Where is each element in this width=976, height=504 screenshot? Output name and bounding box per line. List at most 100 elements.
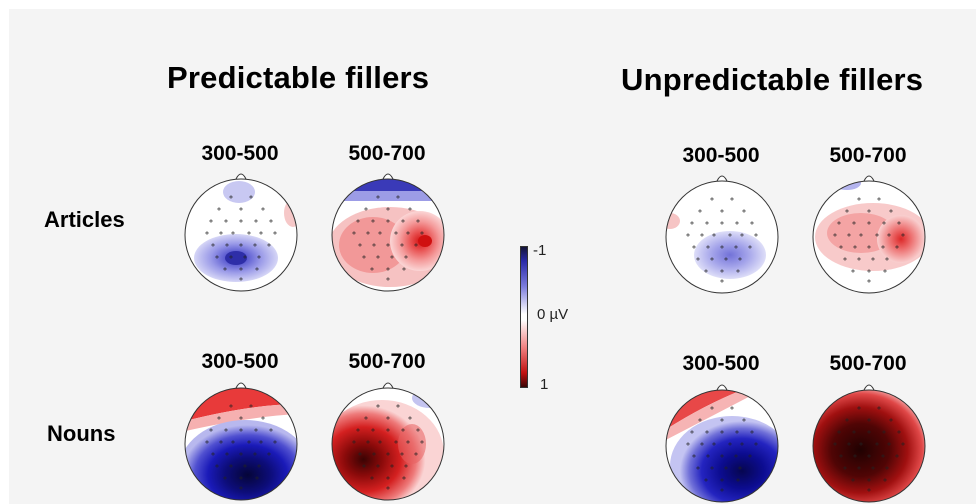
electrode-marker bbox=[852, 221, 856, 225]
electrode-marker bbox=[698, 209, 702, 213]
electrode-marker bbox=[378, 231, 382, 235]
electrode-marker bbox=[720, 478, 724, 482]
electrode-marker bbox=[273, 440, 277, 444]
electrode-marker bbox=[686, 233, 690, 237]
electrode-marker bbox=[406, 440, 410, 444]
electrode-marker bbox=[247, 231, 251, 235]
electrode-marker bbox=[223, 267, 227, 271]
electrode-marker bbox=[239, 452, 243, 456]
electrode-marker bbox=[215, 255, 219, 259]
col-label-unpred-articles-late: 500-700 bbox=[829, 144, 907, 167]
electrode-marker bbox=[736, 269, 740, 273]
electrode-marker bbox=[867, 478, 871, 482]
electrode-marker bbox=[406, 231, 410, 235]
topomap-unpred-nouns-late bbox=[812, 384, 926, 503]
electrode-marker bbox=[837, 430, 841, 434]
electrode-marker bbox=[847, 233, 851, 237]
electrode-marker bbox=[851, 269, 855, 273]
electrode-marker bbox=[267, 452, 271, 456]
electrode-marker bbox=[352, 440, 356, 444]
electrode-marker bbox=[852, 430, 856, 434]
electrode-marker bbox=[738, 466, 742, 470]
electrode-marker bbox=[261, 416, 265, 420]
row-label-nouns: Nouns bbox=[47, 421, 116, 446]
electrode-marker bbox=[408, 207, 412, 211]
electrode-marker bbox=[239, 267, 243, 271]
electrode-marker bbox=[253, 243, 257, 247]
electrode-marker bbox=[362, 464, 366, 468]
electrode-marker bbox=[267, 243, 271, 247]
electrode-marker bbox=[706, 245, 710, 249]
electrode-marker bbox=[720, 430, 724, 434]
electrode-marker bbox=[273, 231, 277, 235]
electrode-marker bbox=[748, 245, 752, 249]
electrode-marker bbox=[376, 255, 380, 259]
electrode-marker bbox=[851, 478, 855, 482]
topomap-unpred-articles-early bbox=[665, 175, 779, 294]
col-label-unpred-nouns-early: 300-500 bbox=[682, 352, 760, 375]
topomap-pred-articles-late bbox=[331, 173, 445, 292]
electrode-marker bbox=[231, 231, 235, 235]
electrode-marker bbox=[402, 476, 406, 480]
electrode-marker bbox=[843, 466, 847, 470]
electrode-marker bbox=[710, 197, 714, 201]
electrode-marker bbox=[895, 454, 899, 458]
electrode-marker bbox=[404, 255, 408, 259]
electrode-marker bbox=[366, 231, 370, 235]
electrode-marker bbox=[712, 442, 716, 446]
electrode-marker bbox=[400, 243, 404, 247]
electrode-marker bbox=[720, 269, 724, 273]
electrode-marker bbox=[735, 430, 739, 434]
electrode-marker bbox=[370, 476, 374, 480]
electrode-marker bbox=[742, 209, 746, 213]
electrode-marker bbox=[867, 279, 871, 283]
electrode-marker bbox=[724, 257, 728, 261]
electrode-marker bbox=[901, 442, 905, 446]
electrode-marker bbox=[724, 466, 728, 470]
electrode-marker bbox=[386, 416, 390, 420]
electrode-marker bbox=[895, 245, 899, 249]
electrode-marker bbox=[416, 219, 420, 223]
electrode-marker bbox=[209, 428, 213, 432]
electrode-marker bbox=[209, 219, 213, 223]
electrode-marker bbox=[414, 243, 418, 247]
electrode-marker bbox=[857, 197, 861, 201]
electrode-marker bbox=[710, 466, 714, 470]
electrode-marker bbox=[889, 418, 893, 422]
electrode-marker bbox=[366, 440, 370, 444]
electrode-marker bbox=[394, 440, 398, 444]
electrode-marker bbox=[720, 209, 724, 213]
electrode-marker bbox=[376, 195, 380, 199]
electrode-marker bbox=[408, 416, 412, 420]
electrode-marker bbox=[217, 416, 221, 420]
electrode-marker bbox=[386, 428, 390, 432]
electrode-marker bbox=[386, 486, 390, 490]
col-label-unpred-articles-early: 300-500 bbox=[682, 144, 760, 167]
electrode-marker bbox=[867, 418, 871, 422]
electrode-marker bbox=[754, 442, 758, 446]
electrode-marker bbox=[859, 442, 863, 446]
electrode-marker bbox=[877, 197, 881, 201]
electrode-marker bbox=[414, 452, 418, 456]
electrode-marker bbox=[720, 418, 724, 422]
electrode-marker bbox=[833, 233, 837, 237]
electrode-marker bbox=[742, 418, 746, 422]
electrode-marker bbox=[416, 428, 420, 432]
electrode-marker bbox=[224, 219, 228, 223]
electrode-marker bbox=[229, 464, 233, 468]
electrode-marker bbox=[239, 476, 243, 480]
electrode-marker bbox=[364, 416, 368, 420]
electrode-marker bbox=[386, 207, 390, 211]
electrode-marker bbox=[396, 404, 400, 408]
electrode-marker bbox=[867, 221, 871, 225]
electrode-marker bbox=[371, 219, 375, 223]
colorbar-tick-mid: 0 µV bbox=[537, 306, 569, 323]
electrode-marker bbox=[720, 221, 724, 225]
electrode-marker bbox=[686, 442, 690, 446]
electrode-marker bbox=[386, 243, 390, 247]
electrode-marker bbox=[356, 219, 360, 223]
electrode-marker bbox=[211, 243, 215, 247]
topomap-pred-articles-early bbox=[184, 173, 298, 292]
electrode-marker bbox=[857, 257, 861, 261]
electrode-marker bbox=[885, 466, 889, 470]
